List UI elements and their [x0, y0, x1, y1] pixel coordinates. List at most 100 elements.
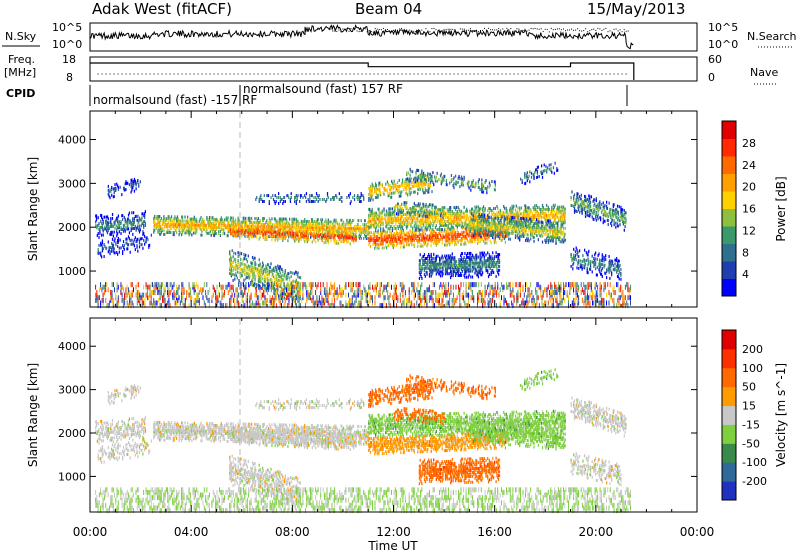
power-cell	[318, 200, 319, 203]
power-cell	[268, 194, 269, 197]
power-cell	[467, 214, 468, 217]
power-cell	[294, 290, 295, 293]
power-cell	[301, 238, 302, 241]
power-cell	[374, 233, 375, 236]
power-cell	[224, 218, 225, 221]
power-cell	[206, 226, 207, 229]
power-cell	[421, 243, 422, 246]
power-cell	[125, 218, 126, 221]
power-cell	[326, 235, 327, 238]
nsearch-dot	[533, 28, 534, 29]
power-cell	[456, 206, 457, 209]
power-cell	[371, 231, 372, 234]
power-cell	[330, 221, 331, 224]
power-cell	[401, 230, 402, 233]
power-cell	[104, 216, 105, 219]
power-cell	[415, 213, 416, 216]
power-cell	[108, 217, 109, 220]
power-cell	[248, 255, 249, 258]
power-cell	[356, 231, 357, 234]
date-title: 15/May/2013	[587, 0, 685, 18]
power-cell	[415, 177, 416, 180]
power-cell	[111, 186, 112, 189]
power-cell	[285, 231, 286, 234]
power-cell	[137, 238, 138, 241]
power-cell	[272, 233, 273, 236]
power-cell	[124, 224, 125, 227]
power-cell	[485, 242, 486, 245]
nsearch-dot	[583, 30, 584, 31]
power-cell	[465, 243, 466, 246]
power-cell	[143, 239, 144, 242]
power-cell	[254, 217, 255, 220]
nsearch-dot	[377, 29, 378, 30]
power-cell	[115, 241, 116, 244]
nsearch-dot	[387, 29, 388, 30]
power-cell	[291, 271, 292, 274]
nsearch-dot	[347, 28, 348, 29]
nsearch-dot	[405, 30, 406, 31]
power-cell	[315, 241, 316, 244]
power-cell	[274, 269, 275, 272]
power-cell	[408, 172, 409, 175]
power-cell	[444, 175, 445, 178]
power-cell	[308, 238, 309, 241]
power-cell	[120, 246, 121, 249]
power-cell	[270, 266, 271, 269]
power-cell	[339, 238, 340, 241]
power-cell	[283, 278, 284, 281]
power-cell	[483, 205, 484, 208]
power-cell	[341, 230, 342, 233]
power-cell	[361, 237, 362, 240]
power-cell	[431, 207, 432, 210]
power-cell	[351, 231, 352, 234]
power-cell	[293, 280, 294, 283]
nsearch-dot	[545, 29, 546, 30]
power-cell	[297, 275, 298, 278]
power-cell	[386, 246, 387, 249]
power-cell	[266, 236, 267, 239]
power-cell	[274, 235, 275, 238]
power-cell	[101, 234, 102, 237]
power-cell	[103, 220, 104, 223]
power-cell	[322, 231, 323, 234]
nsearch-dot	[543, 31, 544, 32]
power-cell	[216, 232, 217, 235]
nsearch-dot	[357, 31, 358, 32]
power-cell	[284, 196, 285, 199]
power-cell	[129, 231, 130, 234]
power-cell	[187, 216, 188, 219]
power-cell	[461, 210, 462, 213]
power-cell	[138, 183, 139, 186]
power-cell	[218, 230, 219, 233]
nsearch-dot	[575, 30, 576, 31]
power-cell	[495, 207, 496, 210]
nsearch-dot	[514, 30, 515, 31]
power-cell	[360, 225, 361, 228]
power-cell	[479, 178, 480, 181]
power-cell	[125, 226, 126, 229]
nsearch-dot	[367, 31, 368, 32]
nsearch-dot	[391, 31, 392, 32]
power-cell	[131, 239, 132, 242]
power-cell	[490, 184, 491, 187]
nsearch-dot	[571, 29, 572, 30]
power-cell	[270, 196, 271, 199]
power-cell	[122, 250, 123, 253]
power-cell	[412, 229, 413, 232]
power-cell	[192, 228, 193, 231]
power-cell	[114, 183, 115, 186]
power-cell	[273, 273, 274, 276]
power-cell	[487, 185, 488, 188]
nsearch-dot	[616, 29, 617, 30]
power-cell	[260, 219, 261, 222]
power-cell	[140, 228, 141, 231]
nsearch-dot	[375, 28, 376, 29]
power-cell	[480, 207, 481, 210]
power-cell	[369, 231, 370, 234]
power-cell	[289, 218, 290, 221]
nsearch-dot	[442, 30, 443, 31]
power-cell	[108, 221, 109, 224]
power-cell	[354, 198, 355, 201]
